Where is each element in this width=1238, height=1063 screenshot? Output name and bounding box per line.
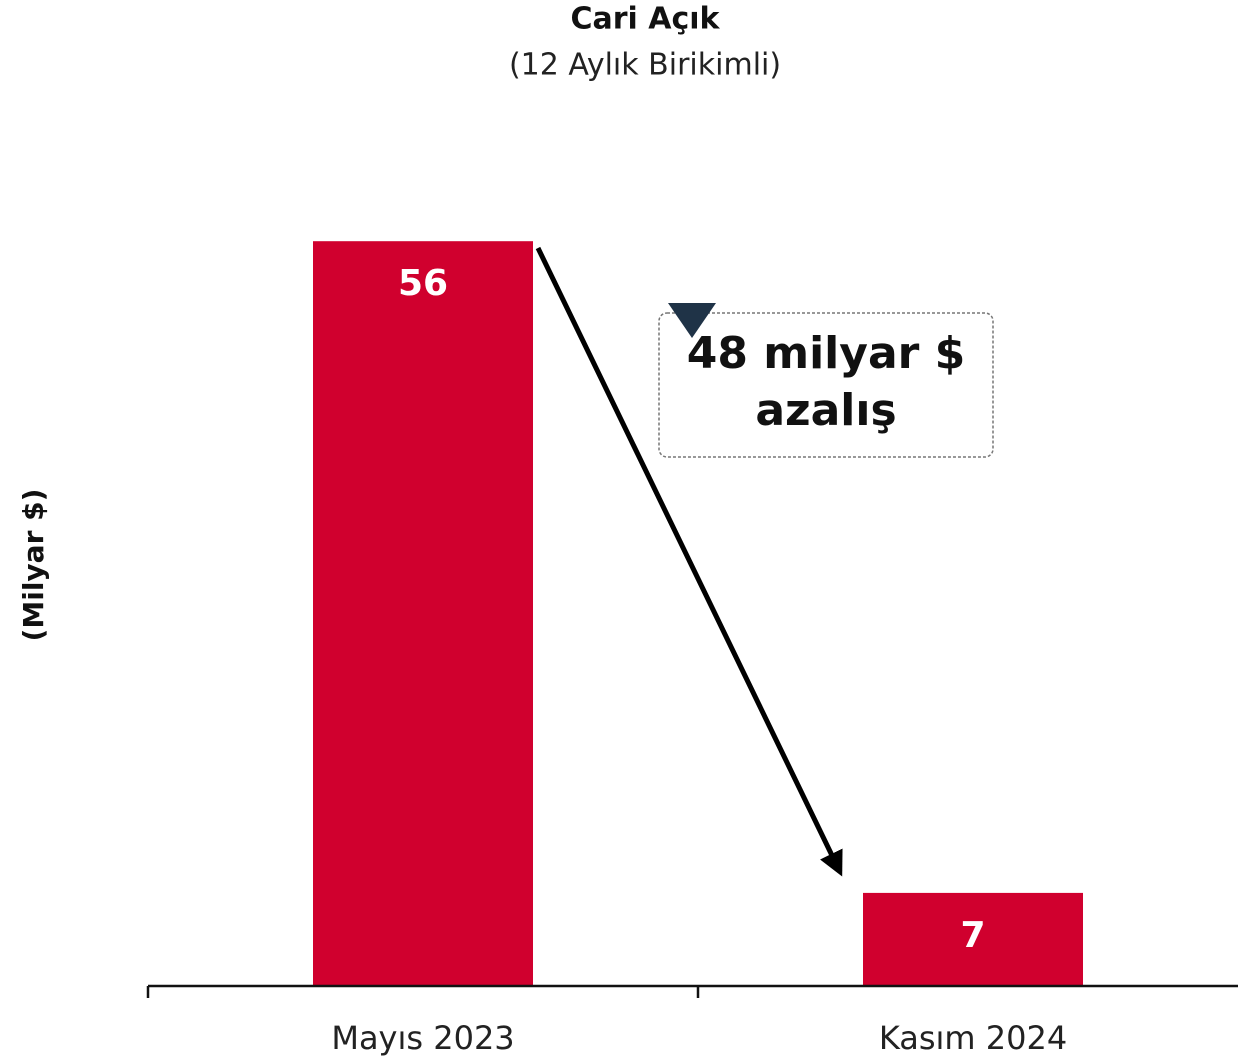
y-axis-label: (Milyar $) bbox=[17, 489, 50, 642]
x-tick-label: Kasım 2024 bbox=[879, 1019, 1067, 1057]
down-icon bbox=[668, 303, 716, 338]
plot-area: 56 Mayıs 2023 7 Kasım 2024 bbox=[146, 241, 1238, 1057]
chart-subtitle: (12 Aylık Birikimli) bbox=[509, 48, 781, 83]
value-label: 56 bbox=[398, 263, 448, 304]
value-label: 7 bbox=[960, 915, 985, 956]
annotation-box bbox=[658, 312, 994, 458]
bar bbox=[313, 241, 533, 986]
chart-title: Cari Açık bbox=[570, 2, 720, 37]
x-tick-label: Mayıs 2023 bbox=[331, 1019, 514, 1057]
bar bbox=[863, 892, 1083, 986]
annotation-line: 48 milyar $ bbox=[687, 328, 966, 379]
annotation-line: azalış bbox=[755, 385, 896, 436]
decrease-arrow bbox=[535, 246, 843, 877]
